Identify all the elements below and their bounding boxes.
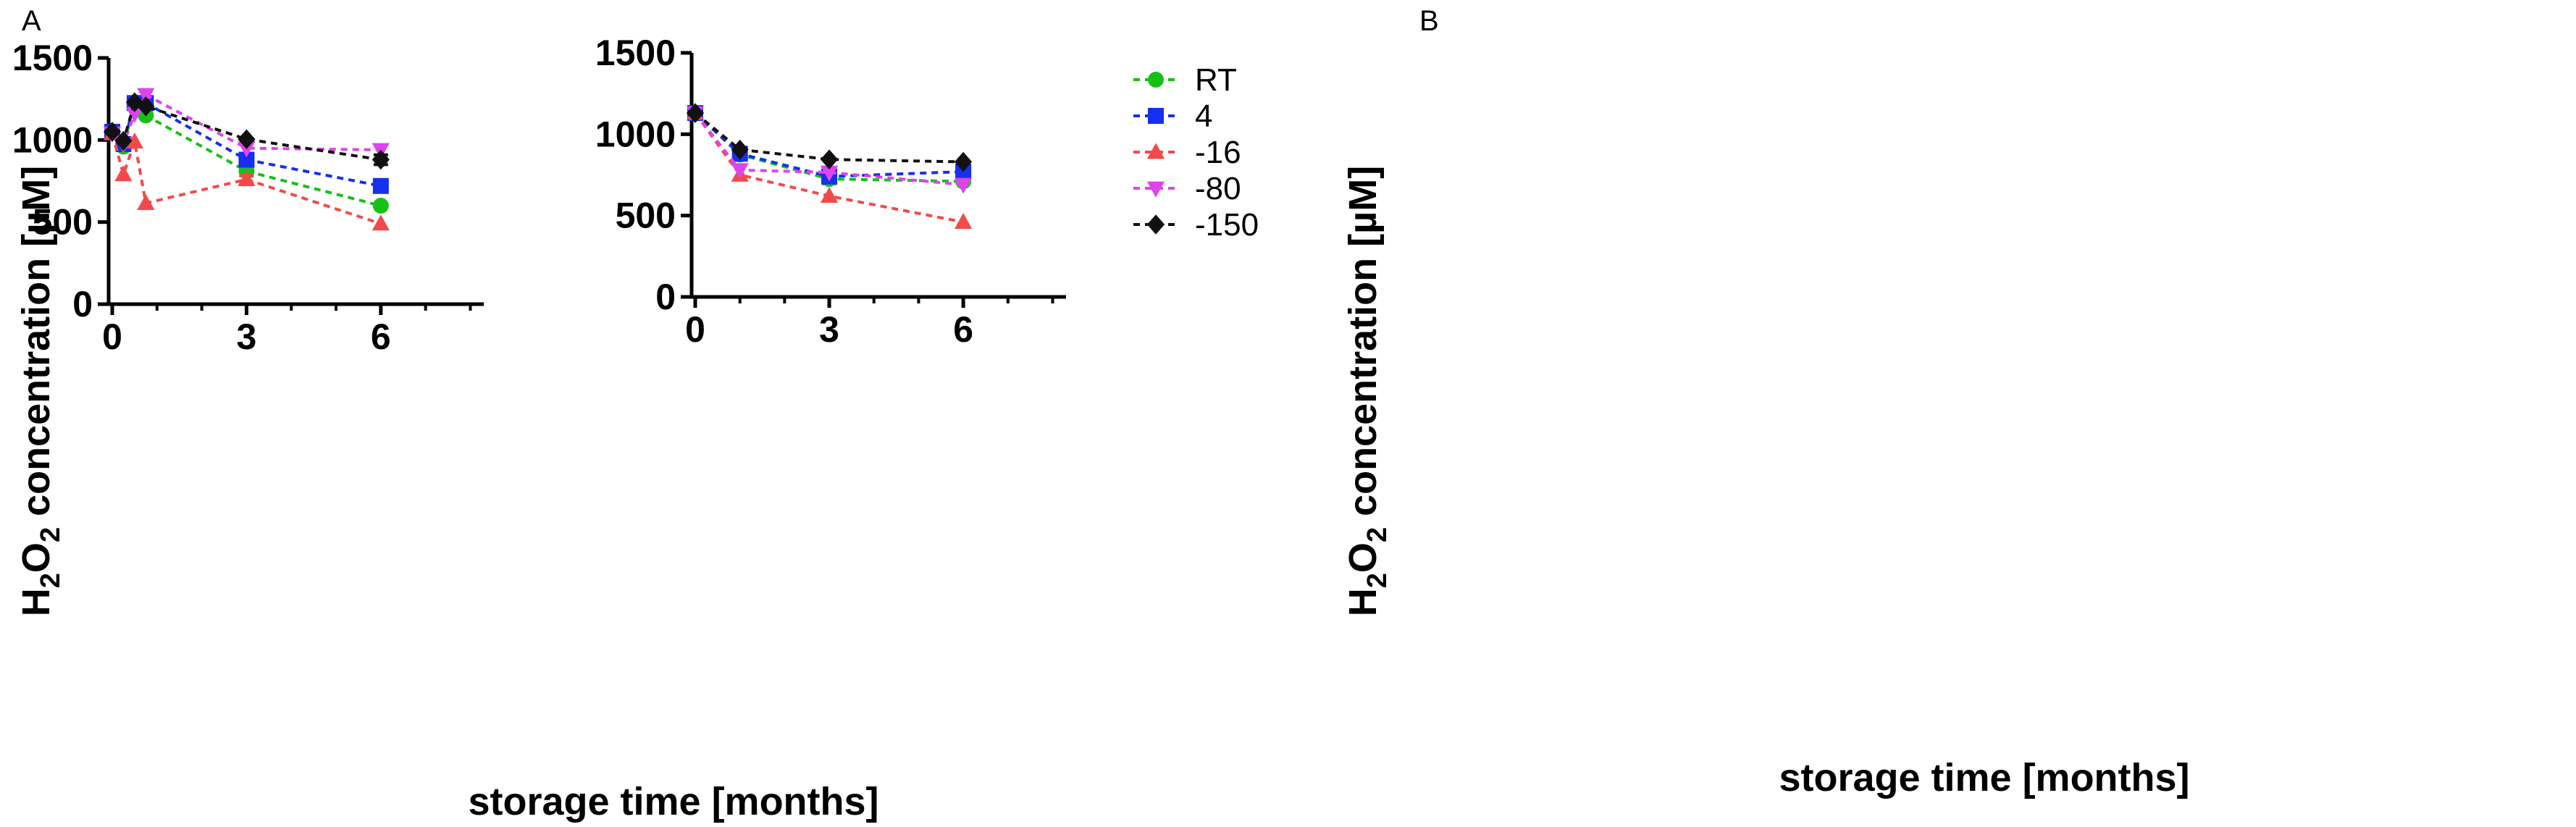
data-point [114,130,133,151]
legend-marker [1146,143,1165,159]
panel-a-y-tick-label: 1000 [12,119,93,160]
data-point [820,187,839,203]
legend-marker [1148,108,1164,124]
panel-b-ticks [681,51,1054,308]
data-point [103,122,122,142]
panel-b-x-tick-labels: 0 3 6 [685,309,973,350]
data-point [137,88,155,104]
data-point [372,198,389,214]
data-point [238,170,256,187]
series-minus-150 [686,103,973,172]
data-point [114,165,133,182]
legend-swatch [1133,143,1178,159]
panel-a-y-tick-label: 0 [72,284,93,324]
panel-b-y-tick-label: 0 [655,277,676,317]
legend: RT 4 -16 -80 -150 [1133,62,1259,243]
data-point [820,149,839,169]
series-line [111,133,382,225]
legend-swatch [1133,108,1178,124]
panel-a-x-tick-label: 0 [102,316,122,357]
legend-marker [1148,72,1164,88]
data-point [955,213,973,230]
legend-label: -150 [1195,207,1259,243]
data-point [820,165,839,182]
panel-a-y-tick-label: 1500 [12,38,93,78]
legend-marker [1146,181,1165,198]
legend-entry-4: 4 [1133,98,1212,134]
panel-a: A 0 500 1000 1500 0 3 6 storage time [mo… [12,5,879,823]
data-point [137,193,155,210]
legend-label: -16 [1195,135,1241,170]
legend-entry-rt: RT [1133,62,1237,98]
panel-b-plot-area [686,103,973,230]
legend-label: 4 [1195,98,1212,134]
data-point [137,96,155,117]
data-point [238,141,256,158]
data-point [125,132,144,148]
series-line [694,112,964,183]
data-point [238,129,256,149]
data-point [731,163,749,180]
panel-b: B 0 500 1000 1500 0 3 6 storage time [mo… [595,5,2190,799]
legend-swatch [1133,181,1178,198]
legend-label: RT [1195,62,1237,98]
panel-b-x-tick-label: 3 [819,309,839,350]
panel-a-ticks [98,56,472,315]
series-line [694,112,964,164]
panel-a-letter: A [22,5,41,37]
panel-a-axes [106,58,484,306]
series-line [694,112,964,186]
data-point [125,106,144,123]
legend-entry-minus-150: -150 [1133,207,1259,243]
legend-entry-minus-80: -80 [1133,171,1241,206]
panel-b-y-tick-label: 1000 [595,114,676,154]
panel-b-y-tick-label: 1500 [595,33,676,73]
data-point [238,151,255,168]
panel-a-x-tick-label: 3 [237,316,257,357]
legend-swatch [1133,72,1178,88]
panel-b-x-axis-title: storage time [months] [1779,756,2189,799]
panel-b-y-axis-title: H2O2 concentration [µM] [1341,166,1393,616]
data-point [955,177,973,194]
series-minus-150 [103,92,390,170]
panel-b-letter: B [1419,5,1439,37]
data-point [372,177,389,194]
legend-marker [1146,214,1165,235]
panel-a-y-tick-label: 500 [33,202,93,243]
panel-a-y-axis-title: H2O2 concentration [µM] [14,166,66,616]
panel-b-x-tick-label: 0 [685,309,705,350]
panel-a-x-tick-labels: 0 3 6 [102,316,391,357]
panel-a-x-tick-label: 6 [371,316,391,357]
data-point [731,139,749,160]
data-point [372,214,390,231]
series-line [694,112,964,178]
panel-b-axes [689,53,1066,299]
panel-a-y-tick-labels: 0 500 1000 1500 [12,38,93,324]
legend-entry-minus-16: -16 [1133,135,1241,170]
panel-a-x-axis-title: storage time [months] [468,780,878,823]
data-point [955,151,973,172]
panel-b-y-tick-label: 500 [616,196,676,236]
data-point [372,149,390,170]
legend-label: -80 [1195,171,1241,206]
legend-swatch [1133,214,1178,235]
panel-b-y-tick-labels: 0 500 1000 1500 [595,33,676,317]
panel-a-plot-area [103,88,390,231]
data-point [686,103,705,123]
series-line [694,112,964,224]
panel-b-x-tick-label: 6 [953,309,973,350]
